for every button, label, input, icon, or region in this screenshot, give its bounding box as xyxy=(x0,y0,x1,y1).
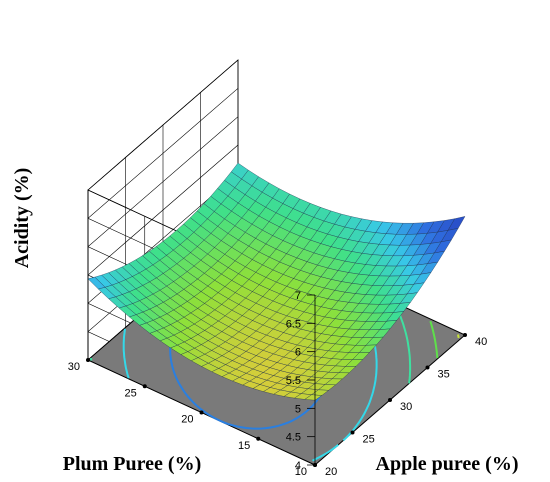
y-tick-dot xyxy=(86,358,90,362)
contour-line xyxy=(312,444,339,462)
y-axis-title: Plum Puree (%) xyxy=(63,453,202,475)
z-tick-label: 6 xyxy=(295,347,301,359)
y-tick-label: 25 xyxy=(125,387,137,399)
y-tick-dot xyxy=(256,436,261,441)
z-tick-label: 4 xyxy=(295,460,301,472)
y-tick-label: 10 xyxy=(295,466,307,478)
z-tick-label: 4.5 xyxy=(286,432,301,444)
tick-labels: 4 4.5 5 5.5 6 6.5 7 10 15 20 25 30 20 25 30 35 40 xyxy=(68,290,488,478)
x-axis-title: Apple puree (%) xyxy=(376,453,519,475)
contour-line xyxy=(122,328,130,379)
response-surface xyxy=(87,162,466,401)
z-tick-label: 6.5 xyxy=(286,318,301,330)
x-tick-dot xyxy=(425,365,430,370)
x-tick-label: 40 xyxy=(475,336,487,348)
y-tick-label: 15 xyxy=(238,440,250,452)
z-tick-label: 5 xyxy=(295,403,301,415)
y-tick-dot xyxy=(142,384,147,389)
x-tick-dot xyxy=(463,333,467,337)
x-tick-label: 20 xyxy=(325,466,337,478)
contour-line xyxy=(457,334,460,339)
x-tick-label: 25 xyxy=(363,434,375,446)
z-axis-title: Acidity (%) xyxy=(11,168,33,269)
z-tick-label: 7 xyxy=(295,290,301,302)
surface-cell xyxy=(87,276,106,290)
contour-line xyxy=(429,320,439,359)
x-tick-dot xyxy=(313,463,317,467)
x-tick-label: 30 xyxy=(400,401,412,413)
x-tick-dot xyxy=(388,398,392,402)
y-tick-label: 20 xyxy=(181,414,193,426)
z-tick-label: 5.5 xyxy=(286,375,301,387)
y-tick-dot xyxy=(199,410,204,415)
x-tick-dot xyxy=(350,430,355,435)
y-tick-label: 30 xyxy=(68,361,80,373)
x-tick-label: 35 xyxy=(438,369,450,381)
contour-line xyxy=(393,303,412,384)
